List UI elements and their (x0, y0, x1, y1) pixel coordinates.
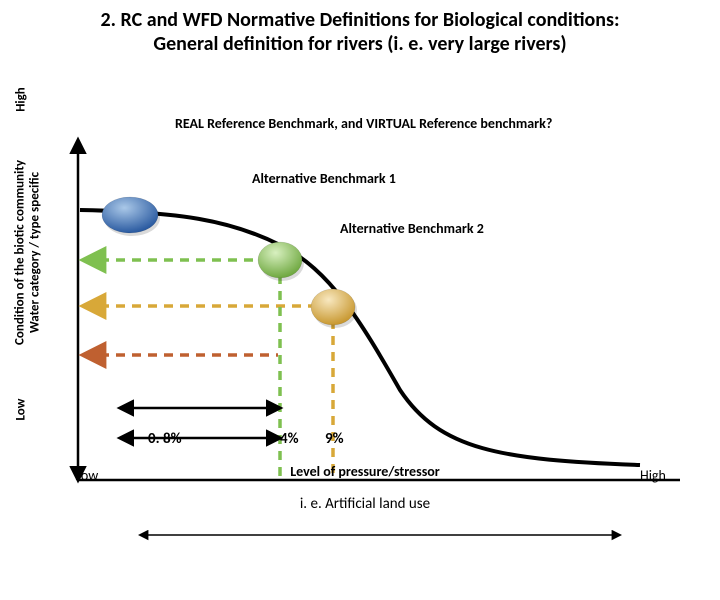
y-axis-high: High (14, 75, 29, 125)
y-axis-low: Low (14, 385, 29, 435)
chart-annotation: Alternative Benchmark 1 (252, 170, 396, 187)
benchmark-ellipse (258, 242, 302, 278)
x-tick: 0. 8% (148, 430, 182, 448)
x-axis-label-center: Level of pressure/stressor (230, 463, 500, 480)
x-axis-low: Low (75, 467, 98, 484)
chart-svg (0, 60, 720, 600)
x-tick: 4% (280, 430, 299, 448)
x-axis-sublabel: i. e. Artificial land use (230, 495, 500, 513)
bottom-double-arrows (120, 408, 280, 438)
title-line2: General definition for rivers (i. e. ver… (10, 32, 710, 56)
x-tick: 9% (325, 430, 344, 448)
benchmark-ellipse (311, 289, 355, 325)
response-curve (80, 210, 640, 465)
y-axis-label-sub: Water category / type specific (28, 143, 43, 363)
slide-title: 2. RC and WFD Normative Definitions for … (0, 0, 720, 60)
chart-annotation: REAL Reference Benchmark, and VIRTUAL Re… (175, 115, 552, 132)
x-axis-high: High (640, 467, 666, 484)
benchmark-ellipse (102, 197, 158, 233)
title-line1: 2. RC and WFD Normative Definitions for … (10, 8, 710, 32)
chart-annotation: Alternative Benchmark 2 (340, 220, 484, 237)
benchmark-ellipses (102, 197, 357, 328)
y-axis-label-main: Condition of the biotic community (13, 143, 28, 363)
